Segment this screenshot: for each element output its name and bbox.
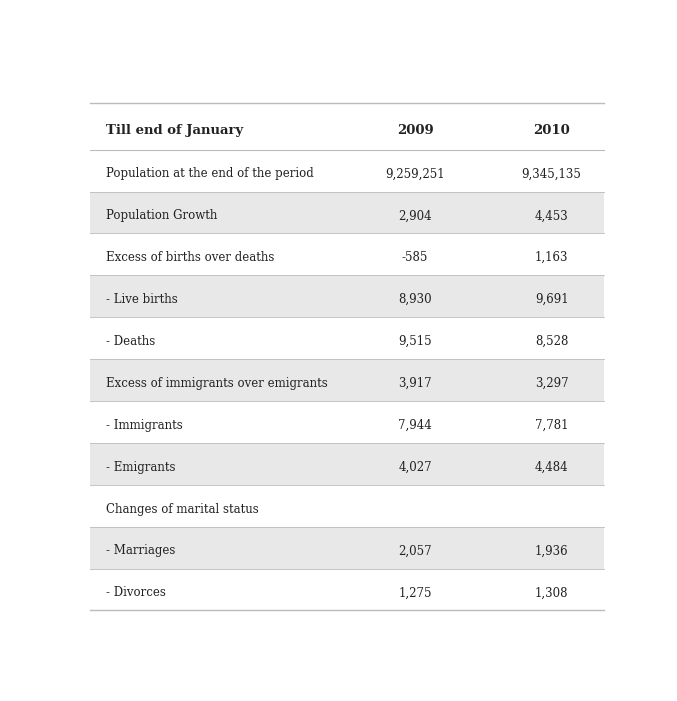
Bar — [90, 233, 604, 275]
Bar — [90, 526, 604, 569]
Bar — [90, 359, 604, 401]
Bar — [90, 569, 604, 611]
Text: 1,163: 1,163 — [535, 251, 568, 264]
Bar — [90, 443, 604, 485]
Text: 2009: 2009 — [397, 123, 433, 137]
Text: - Marriages: - Marriages — [106, 545, 175, 557]
Text: Excess of immigrants over emigrants: Excess of immigrants over emigrants — [106, 377, 328, 390]
Text: - Deaths: - Deaths — [106, 335, 155, 348]
Bar — [90, 275, 604, 318]
Text: 1,308: 1,308 — [535, 586, 568, 599]
Bar — [90, 103, 604, 150]
Text: - Divorces: - Divorces — [106, 586, 165, 599]
Text: 2,904: 2,904 — [398, 210, 432, 222]
Bar — [90, 485, 604, 526]
Text: 7,781: 7,781 — [535, 418, 568, 432]
Text: 1,275: 1,275 — [399, 586, 432, 599]
Text: Changes of marital status: Changes of marital status — [106, 503, 259, 515]
Text: Population Growth: Population Growth — [106, 210, 217, 222]
Bar — [90, 318, 604, 359]
Bar — [90, 401, 604, 443]
Bar — [90, 191, 604, 233]
Text: - Live births: - Live births — [106, 293, 177, 306]
Text: 9,515: 9,515 — [398, 335, 432, 348]
Text: 3,917: 3,917 — [398, 377, 432, 390]
Text: - Emigrants: - Emigrants — [106, 461, 175, 474]
Text: 1,936: 1,936 — [535, 545, 569, 557]
Text: Population at the end of the period: Population at the end of the period — [106, 168, 313, 180]
Text: 9,259,251: 9,259,251 — [385, 168, 445, 180]
Text: 2,057: 2,057 — [398, 545, 432, 557]
Text: Till end of January: Till end of January — [106, 123, 243, 137]
Text: Excess of births over deaths: Excess of births over deaths — [106, 251, 274, 264]
Text: 8,930: 8,930 — [398, 293, 432, 306]
Text: - Immigrants: - Immigrants — [106, 418, 182, 432]
Text: 4,027: 4,027 — [398, 461, 432, 474]
Text: 3,297: 3,297 — [535, 377, 569, 390]
Text: 4,484: 4,484 — [535, 461, 569, 474]
Text: 9,345,135: 9,345,135 — [522, 168, 582, 180]
Text: -585: -585 — [402, 251, 429, 264]
Text: 9,691: 9,691 — [535, 293, 569, 306]
Bar — [90, 150, 604, 191]
Text: 2010: 2010 — [533, 123, 570, 137]
Text: 4,453: 4,453 — [535, 210, 569, 222]
Text: 7,944: 7,944 — [398, 418, 432, 432]
Text: 8,528: 8,528 — [535, 335, 568, 348]
